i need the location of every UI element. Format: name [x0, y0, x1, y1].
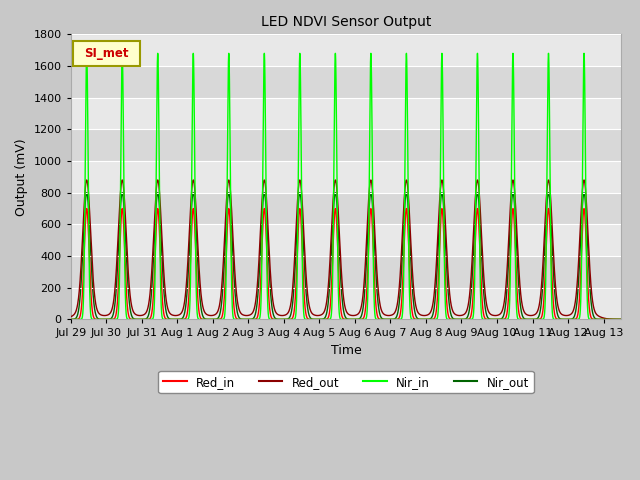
Bar [70, 98, 621, 130]
Y-axis label: Output (mV): Output (mV) [15, 138, 28, 216]
Bar [70, 35, 621, 66]
Bar [70, 256, 621, 288]
Bar [70, 130, 621, 161]
Bar [70, 288, 621, 319]
Bar [70, 224, 621, 256]
Text: SI_met: SI_met [84, 47, 129, 60]
Legend: Red_in, Red_out, Nir_in, Nir_out: Red_in, Red_out, Nir_in, Nir_out [158, 371, 534, 393]
Title: LED NDVI Sensor Output: LED NDVI Sensor Output [261, 15, 431, 29]
Bar [70, 192, 621, 224]
Bar [70, 66, 621, 98]
Bar [70, 161, 621, 192]
FancyBboxPatch shape [74, 41, 140, 66]
X-axis label: Time: Time [331, 344, 362, 357]
